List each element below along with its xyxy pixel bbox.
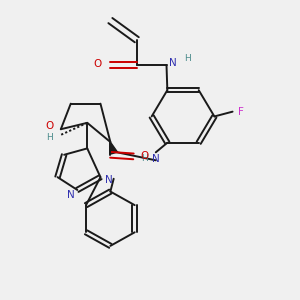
Text: H: H: [184, 54, 191, 63]
Text: H: H: [46, 133, 52, 142]
Text: N: N: [152, 154, 160, 164]
Text: O: O: [93, 59, 101, 69]
Text: H: H: [141, 154, 148, 163]
Text: O: O: [140, 152, 148, 161]
Text: O: O: [45, 121, 53, 131]
Polygon shape: [110, 142, 118, 154]
Text: F: F: [238, 106, 244, 117]
Text: N: N: [169, 58, 177, 68]
Text: N: N: [67, 190, 75, 200]
Text: N: N: [105, 175, 112, 185]
